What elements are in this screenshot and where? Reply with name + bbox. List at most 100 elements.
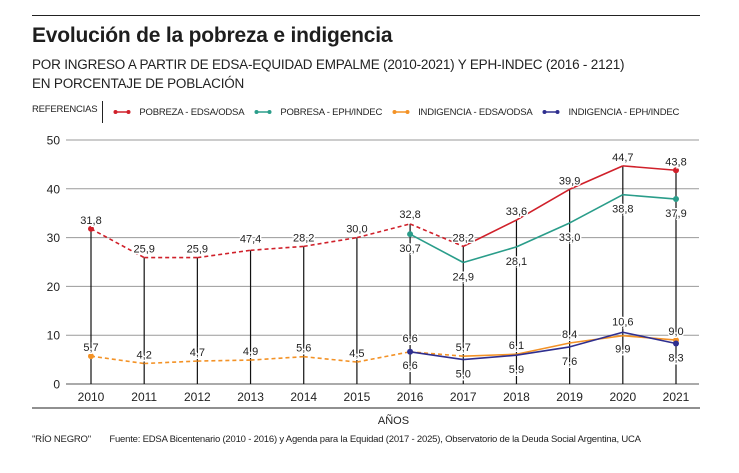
- legend-label: INDIGENCIA - EDSA/ODSA: [418, 106, 533, 118]
- x-tick-label: 2014: [290, 390, 317, 404]
- series-marker-1: [407, 231, 414, 238]
- data-label: 30,7: [399, 243, 420, 255]
- series-segment-0: [409, 223, 464, 248]
- data-label: 30,0: [346, 224, 367, 236]
- x-tick-label: 2015: [344, 390, 371, 404]
- data-label: 5,6: [296, 343, 311, 355]
- legend-item-pobreza-eph: POBRESA - EPH/INDEC: [254, 107, 382, 118]
- series-segment-2: [197, 359, 251, 362]
- series-segment-0: [356, 223, 411, 239]
- data-label: 4,9: [243, 346, 258, 358]
- series-segment-0: [197, 249, 251, 259]
- data-label: 6,6: [402, 333, 417, 345]
- series-segment-0: [90, 228, 145, 259]
- data-label: 5,7: [83, 342, 98, 354]
- x-tick-label: 2020: [609, 390, 636, 404]
- line-chart: 0 10 20 30 40 50 2010 2011 2012 2013 2014 2015 2016 2…: [32, 134, 700, 427]
- series-segment-1: [569, 193, 624, 224]
- x-tick-label: 2019: [556, 390, 583, 404]
- chart-subtitle: POR INGRESO A PARTIR DE EDSA-EQUIDAD EMP…: [32, 55, 625, 93]
- series-segment-2: [250, 355, 304, 361]
- data-label: 43,8: [665, 156, 686, 168]
- series-segment-3: [409, 351, 464, 361]
- top-rule: [32, 15, 700, 16]
- series-segment-0: [569, 165, 624, 191]
- series-segment-2: [516, 342, 570, 356]
- legend-marker-icon: [254, 110, 272, 114]
- data-label: 37,9: [665, 208, 686, 220]
- footer-source: Fuente: EDSA Bicentenario (2010 - 2016) …: [109, 434, 641, 445]
- series-segment-3: [516, 346, 570, 356]
- series-segment-2: [463, 353, 517, 357]
- legend-marker-icon: [113, 110, 131, 114]
- x-axis-label: AÑOS: [378, 414, 409, 427]
- x-tick-label: 2021: [663, 390, 690, 404]
- series-segment-0: [250, 245, 304, 252]
- series-segment-3: [463, 354, 517, 361]
- data-label: 8,3: [668, 352, 683, 364]
- data-label: 33,0: [559, 232, 580, 244]
- data-label: 10,6: [612, 316, 633, 328]
- data-label: 8,4: [562, 329, 577, 341]
- series-segment-2: [144, 360, 198, 365]
- data-label: 33,6: [506, 206, 527, 218]
- data-label: 5,0: [456, 369, 471, 381]
- legend-label: INDIGENCIA - EPH/INDEC: [568, 106, 680, 118]
- data-label: 4,2: [137, 350, 152, 362]
- legend-item-indigencia-eph: INDIGENCIA - EPH/INDEC: [542, 107, 679, 118]
- data-label: 5,9: [509, 364, 524, 376]
- y-tick-label: 0: [53, 378, 60, 392]
- x-tick-label: 2010: [78, 390, 105, 404]
- data-label: 6,6: [402, 360, 417, 372]
- series-marker-1: [673, 196, 679, 203]
- y-tick-label: 40: [47, 182, 61, 196]
- footer-region: "RÍO NEGRO": [32, 434, 91, 445]
- series-segment-1: [516, 222, 570, 248]
- series-segment-2: [356, 351, 411, 363]
- data-label: 4,7: [190, 347, 205, 359]
- x-tick-label: 2013: [237, 390, 264, 404]
- x-tick-label: 2016: [397, 390, 424, 404]
- data-label: 39,9: [559, 175, 580, 187]
- y-tick-label: 50: [47, 134, 61, 148]
- series-segment-0: [303, 236, 358, 248]
- series-segment-0: [516, 188, 571, 221]
- data-label: 28,2: [293, 232, 314, 244]
- data-label: 7,6: [562, 356, 577, 368]
- legend-marker-icon: [392, 110, 410, 114]
- series-segment-3: [569, 331, 624, 348]
- data-label: 25,9: [133, 244, 154, 256]
- series-marker-2: [88, 353, 94, 360]
- data-label: 9,0: [668, 326, 683, 338]
- legend: REFERENCIAS POBREZA - EDSA/ODSA POBRESA …: [32, 101, 679, 123]
- series-segment-2: [90, 355, 145, 365]
- data-label: 32,8: [399, 209, 420, 221]
- footer: "RÍO NEGRO" Fuente: EDSA Bicentenario (2…: [32, 434, 641, 445]
- series-segment-2: [303, 355, 357, 363]
- legend-label: POBRESA - EPH/INDEC: [280, 106, 383, 118]
- legend-marker-icon: [542, 110, 560, 114]
- data-label: 6,1: [509, 340, 524, 352]
- series-marker-3: [407, 348, 414, 355]
- y-tick-label: 10: [47, 329, 61, 343]
- data-label: 28,1: [506, 256, 527, 268]
- x-tick-label: 2012: [184, 390, 211, 404]
- series-marker-0: [88, 225, 94, 232]
- x-tick-label: 2017: [450, 390, 477, 404]
- data-label: 38,8: [612, 204, 633, 216]
- series-segment-1: [463, 246, 517, 264]
- legend-title: REFERENCIAS: [32, 101, 104, 123]
- y-tick-label: 20: [47, 280, 61, 294]
- data-label: 31,8: [80, 215, 101, 227]
- data-label: 28,2: [453, 232, 474, 244]
- data-label: 4,5: [349, 348, 364, 360]
- legend-label: POBREZA - EDSA/ODSA: [139, 106, 245, 118]
- series-segment-0: [622, 165, 677, 172]
- data-label: 25,9: [187, 244, 208, 256]
- x-tick-label: 2011: [131, 390, 157, 404]
- data-label: 5,7: [456, 342, 471, 354]
- data-label: 44,7: [612, 152, 633, 164]
- series-segment-1: [409, 233, 464, 264]
- series-marker-3: [673, 340, 679, 347]
- legend-item-pobreza-edsa: POBREZA - EDSA/ODSA: [113, 106, 245, 118]
